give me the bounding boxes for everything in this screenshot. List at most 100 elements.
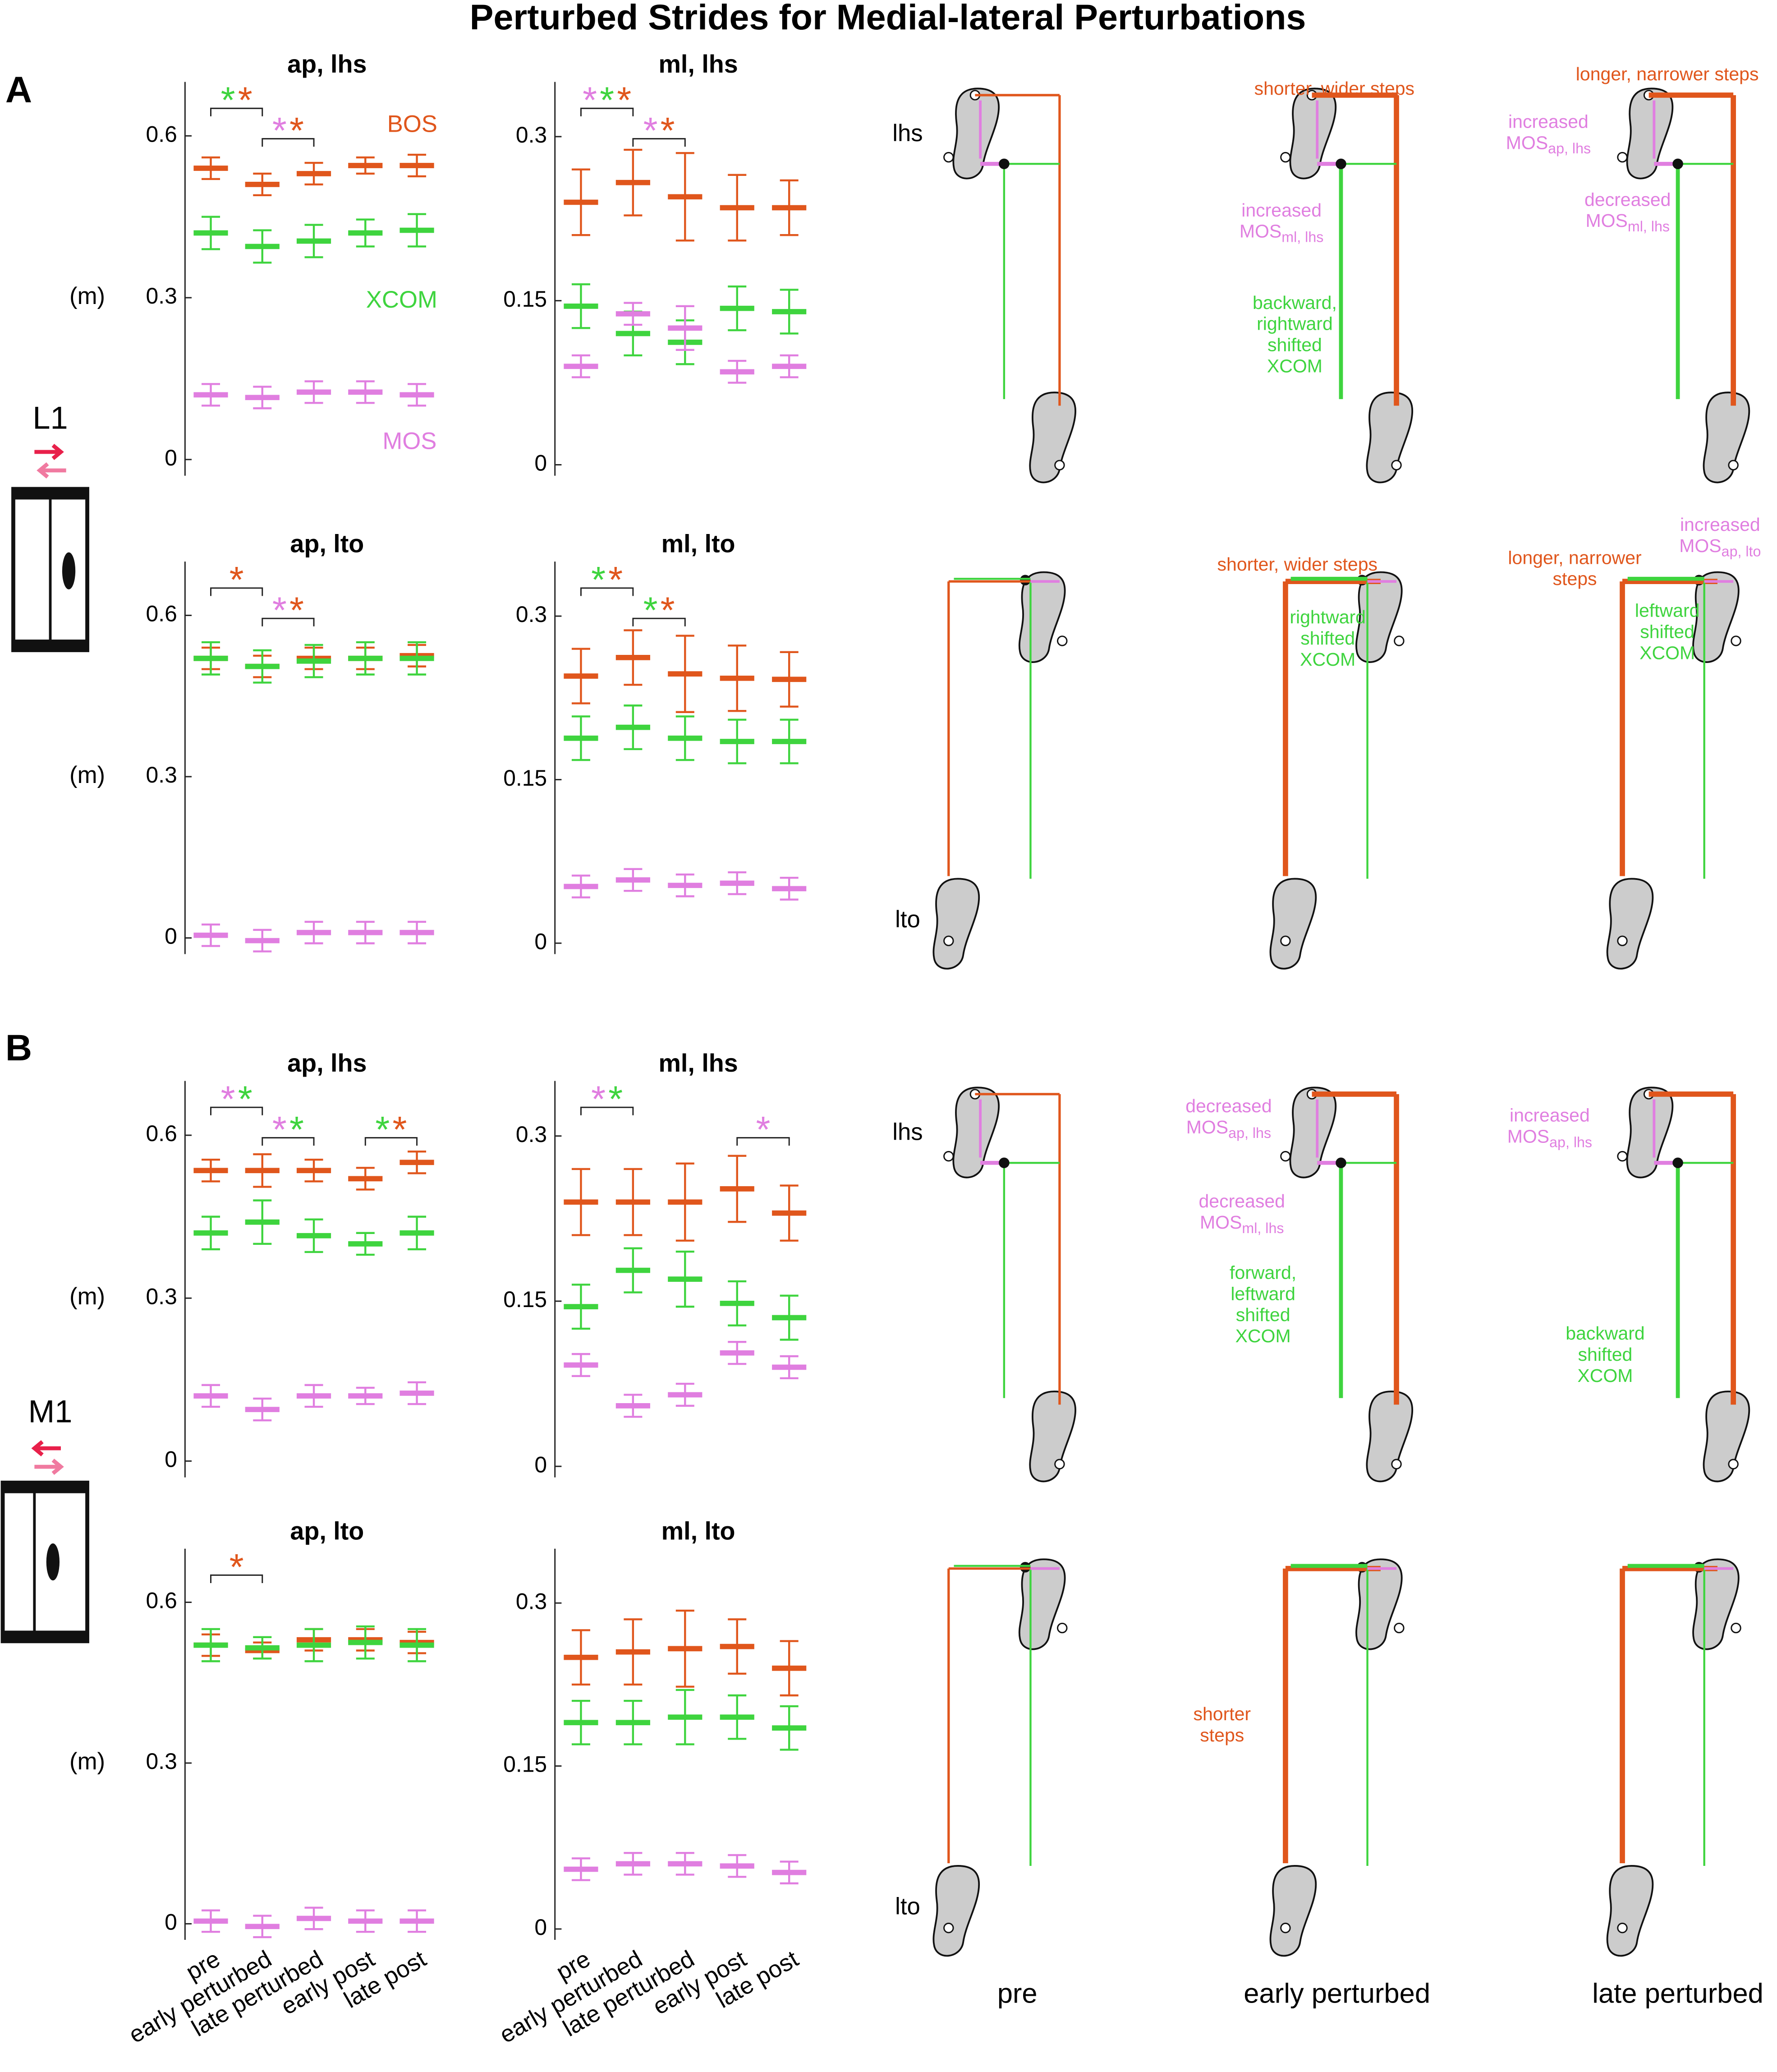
y-tick-label: 0.6: [146, 121, 177, 147]
marker-dot: [1054, 1459, 1065, 1469]
y-axis-label: (m): [69, 283, 105, 309]
significance-star: *: [392, 1110, 407, 1151]
annotation-line: steps: [1200, 1725, 1244, 1745]
annotation-line: backward,: [1253, 292, 1337, 313]
subplot-title: ml, lhs: [658, 1049, 738, 1077]
annotation-line: increased: [1241, 200, 1322, 221]
subplot-title: ml, lto: [661, 530, 735, 558]
significance-star: *: [272, 1110, 287, 1151]
y-tick-label: 0.6: [146, 601, 177, 626]
marker-dot: [1280, 935, 1291, 946]
significance-star: *: [238, 1079, 253, 1120]
foot: [1269, 1865, 1317, 1957]
annotation-line: shifted: [1640, 621, 1694, 642]
annotation-subscript: ap, lhs: [1228, 1124, 1271, 1141]
y-axis-label: (m): [69, 1748, 105, 1775]
significance-star: *: [756, 1110, 770, 1151]
annotation-line: XCOM: [1300, 649, 1355, 670]
significance-star: *: [221, 1079, 235, 1120]
significance-star: *: [583, 80, 597, 121]
annotation: decreased MOSap, lhs: [1185, 1096, 1272, 1141]
marker-dot: [1617, 935, 1628, 946]
annotation-line: MOS: [1186, 1117, 1228, 1137]
marker-dot: [1731, 635, 1741, 646]
marker-dot: [1057, 635, 1068, 646]
subplot-title: ap, lto: [290, 1517, 364, 1545]
y-tick-label: 0.3: [146, 1749, 177, 1774]
subplot-title: ml, lhs: [658, 50, 738, 78]
y-axis-label: (m): [69, 762, 105, 788]
annotation-line: decreased: [1584, 189, 1671, 210]
foot: [1366, 391, 1414, 483]
marker-dot: [1336, 1157, 1346, 1168]
annotation-line: longer, narrower: [1508, 547, 1641, 568]
annotation-line: MOS: [1585, 210, 1627, 231]
y-tick-label: 0.3: [516, 122, 547, 147]
y-tick-label: 0.15: [503, 765, 547, 791]
foot: [1018, 1558, 1066, 1650]
significance-bracket: [632, 138, 686, 147]
foot: [952, 1087, 1000, 1179]
significance-bracket: [632, 617, 686, 626]
foot: [1606, 878, 1654, 970]
foot: [1018, 571, 1066, 663]
subplot-title: ap, lhs: [287, 50, 367, 78]
significance-star: *: [238, 80, 253, 121]
annotation-line: rightward: [1257, 313, 1333, 334]
condition-label: L1: [32, 400, 68, 435]
annotation-line: longer, narrower steps: [1576, 64, 1759, 84]
significance-bracket: [210, 1574, 263, 1583]
marker-dot: [1020, 1562, 1031, 1573]
marker-dot: [943, 1922, 954, 1934]
marker-dot: [943, 152, 954, 163]
y-tick-label: 0.3: [146, 1284, 177, 1309]
annotation-line: shifted: [1236, 1304, 1290, 1325]
y-tick-label: 0.6: [146, 1588, 177, 1613]
annotation-line: shifted: [1300, 628, 1355, 649]
y-tick-label: 0.3: [516, 602, 547, 627]
annotation-line: shifted: [1267, 334, 1322, 355]
row-label: lto: [895, 906, 920, 933]
foot: [1029, 1391, 1076, 1483]
annotation-line: MOS: [1506, 132, 1548, 153]
annotation-line: leftward: [1231, 1283, 1295, 1304]
y-tick-label: 0.3: [146, 762, 177, 787]
series-label: XCOM: [366, 286, 437, 313]
significance-bracket: [210, 587, 263, 596]
marker-dot: [1280, 1151, 1291, 1162]
marker-dot: [1054, 460, 1065, 471]
annotation-line: increased: [1510, 1105, 1590, 1126]
foot: [952, 87, 1000, 180]
significance-star: *: [600, 80, 614, 121]
annotation-subscript: ap, lhs: [1548, 140, 1591, 157]
annotation: increased MOSap, lhs: [1507, 1105, 1592, 1150]
subplot-title: ap, lto: [290, 530, 364, 558]
annotation-line: shorter, wider steps: [1254, 78, 1414, 99]
y-tick-label: 0: [534, 929, 547, 954]
marker-dot: [1057, 1622, 1068, 1634]
marker-dot: [1391, 460, 1402, 471]
series-label: BOS: [387, 111, 437, 137]
annotation-line: leftward: [1635, 600, 1700, 621]
y-tick-label: 0: [534, 1452, 547, 1477]
annotation-line: MOS: [1200, 1212, 1242, 1233]
annotation-subscript: ml, lhs: [1281, 229, 1323, 245]
annotation: shorter, wider steps: [1254, 78, 1414, 99]
y-tick-label: 0: [165, 924, 177, 949]
foot: [1692, 571, 1740, 663]
foot: [1366, 1391, 1414, 1483]
significance-star: *: [289, 590, 304, 631]
y-tick-label: 0.15: [503, 1287, 547, 1312]
figure-title: Perturbed Strides for Medial-lateral Per…: [470, 0, 1306, 37]
foot: [1692, 1558, 1740, 1650]
annotation-line: XCOM: [1235, 1326, 1291, 1346]
treadmill-icon: [11, 443, 89, 652]
row-label: lto: [895, 1893, 920, 1920]
series-label: MOS: [382, 428, 436, 454]
panel-letter: B: [5, 1027, 32, 1068]
significance-star: *: [221, 80, 235, 121]
significance-star: *: [272, 111, 287, 152]
annotation-subscript: ml, lhs: [1628, 218, 1670, 234]
significance-star: *: [608, 1079, 623, 1120]
